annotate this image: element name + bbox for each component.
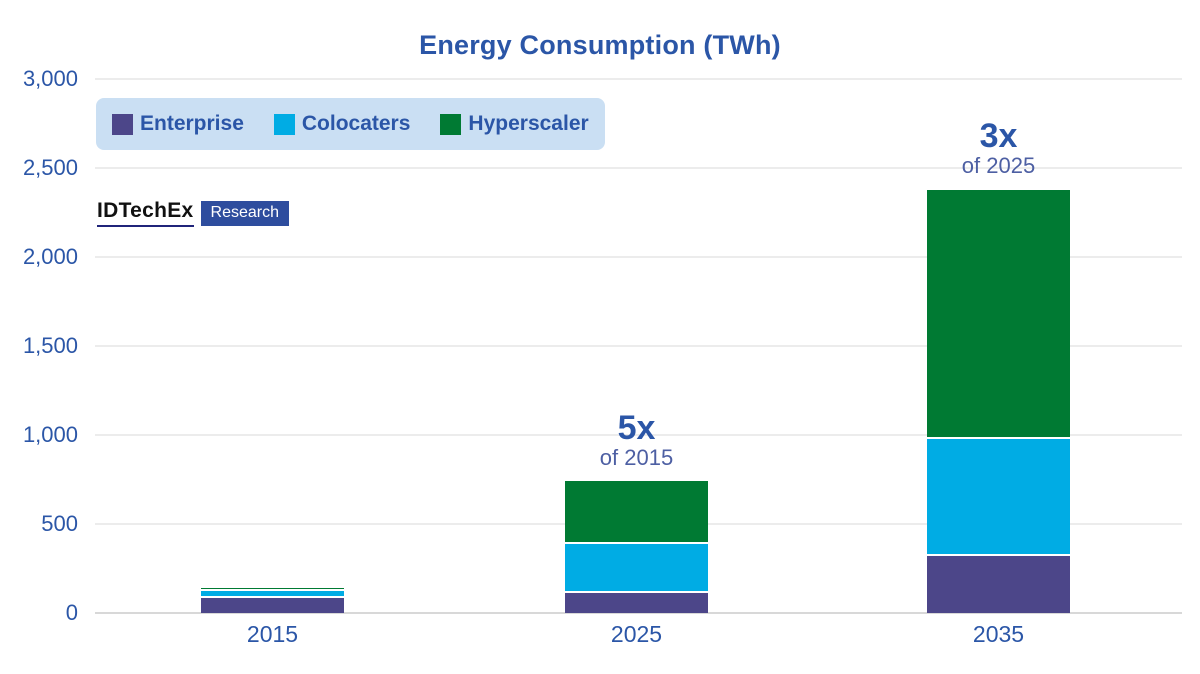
idtechex-logo: IDTechEx Research [97, 199, 290, 227]
legend-swatch-icon [273, 113, 295, 135]
gridline [95, 167, 1182, 169]
x-axis-label-2025: 2025 [610, 621, 663, 647]
legend-swatch-icon [440, 113, 462, 135]
annotation-reference: of 2015 [599, 445, 674, 470]
legend: Enterprise Colocaters Hyperscaler [96, 98, 605, 150]
gridline [95, 345, 1182, 347]
bar-2015-segment-enterprise [201, 597, 344, 613]
legend-item-colocaters: Colocaters [273, 112, 411, 136]
bar-2025-segment-colocaters [565, 543, 708, 593]
y-axis-tick-label: 3,000 [22, 66, 78, 91]
y-axis-tick-label: 500 [41, 511, 78, 536]
bar-2025-segment-hyperscaler [565, 481, 708, 544]
gridline [95, 78, 1182, 80]
bar-2025-segment-enterprise [565, 592, 708, 613]
annotation-multiplier: 3x [979, 117, 1018, 155]
x-axis-line [95, 612, 1182, 614]
x-axis-label-2035: 2035 [972, 621, 1025, 647]
y-axis-tick-label: 2,000 [22, 244, 78, 269]
gridline [95, 256, 1182, 258]
annotation-multiplier: 5x [617, 409, 656, 447]
legend-item-hyperscaler: Hyperscaler [440, 112, 589, 136]
y-axis-tick-label: 1,000 [22, 422, 78, 447]
legend-label: Hyperscaler [468, 112, 589, 135]
bar-2015-segment-hyperscaler [201, 588, 344, 591]
logo-brand-text: IDTechEx [97, 199, 194, 227]
legend-item-enterprise: Enterprise [112, 112, 244, 136]
logo-badge-text: Research [200, 200, 290, 226]
annotation-2025: 5x of 2015 [537, 410, 737, 470]
x-axis-label-2015: 2015 [246, 621, 299, 647]
y-axis-tick-label: 2,500 [22, 155, 78, 180]
chart-title: Energy Consumption (TWh) [419, 30, 781, 60]
gridline [95, 434, 1182, 436]
legend-label: Enterprise [140, 112, 244, 135]
bar-2015-segment-colocaters [201, 590, 344, 598]
bar-2035-segment-hyperscaler [927, 190, 1070, 440]
y-axis-tick-label: 1,500 [22, 333, 78, 358]
y-axis-tick-label: 0 [65, 600, 78, 625]
bar-2035-segment-colocaters [927, 439, 1070, 557]
legend-swatch-icon [112, 113, 133, 135]
legend-label: Colocaters [301, 112, 411, 135]
annotation-reference: of 2025 [961, 153, 1036, 178]
annotation-2035: 3x of 2025 [899, 118, 1099, 178]
bar-2035-segment-enterprise [927, 556, 1070, 613]
